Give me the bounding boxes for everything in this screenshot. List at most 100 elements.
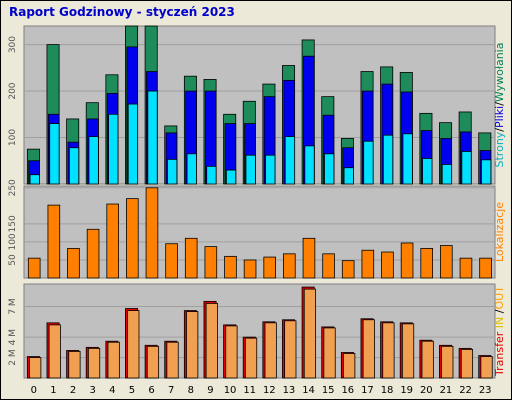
chart-panel: 2 M 4 M 7 M Transfer IN /OUT	[8, 283, 506, 379]
x-tick-label: 22	[459, 385, 472, 396]
x-tick-label: 13	[283, 385, 296, 396]
bar-out	[205, 303, 218, 379]
bar-strony	[343, 167, 354, 185]
y-tick-label: 100	[8, 233, 18, 250]
bar-out	[480, 356, 493, 379]
bar-strony	[441, 164, 453, 185]
bar-lokalizacje	[126, 198, 139, 279]
panel-legend-label: Lokalizacje	[493, 202, 506, 262]
bar-strony	[186, 153, 197, 185]
bar-out	[284, 320, 297, 379]
bar-out	[166, 341, 179, 379]
x-tick-label: 8	[188, 385, 194, 396]
x-tick-label: 20	[420, 385, 433, 396]
bar-out	[146, 345, 160, 379]
x-tick-label: 3	[90, 385, 96, 396]
bar-strony	[245, 154, 256, 185]
panel-legend-label: Strony/Pliki/Wywołania	[493, 43, 506, 168]
bar-out	[362, 319, 375, 379]
x-tick-label: 23	[479, 385, 492, 396]
bar-lokalizacje	[400, 242, 414, 279]
x-tick-label: 15	[322, 385, 335, 396]
bar-out	[421, 340, 434, 379]
y-tick-label: 50	[8, 254, 18, 266]
bar-lokalizacje	[145, 187, 159, 279]
bar-strony	[88, 136, 99, 185]
legend-label-part: Wywołania	[493, 43, 506, 103]
y-tick-label: 4 M	[8, 329, 18, 345]
bar-out	[264, 322, 277, 379]
bar-out	[343, 353, 356, 379]
bar-strony	[461, 151, 472, 185]
bar-out	[68, 351, 81, 379]
bar-out	[29, 357, 42, 379]
y-tick-label: 100	[8, 129, 18, 146]
x-tick-label: 6	[148, 385, 154, 396]
bar-out	[87, 347, 101, 379]
y-tick-label: 200	[8, 82, 18, 99]
bar-out	[127, 310, 140, 379]
bar-lokalizacje	[67, 248, 80, 279]
bar-strony	[324, 153, 335, 185]
y-tick-label: 7 M	[8, 298, 18, 314]
bar-lokalizacje	[27, 257, 41, 279]
bar-lokalizacje	[459, 257, 473, 279]
bar-lokalizacje	[322, 253, 335, 279]
bar-strony	[167, 158, 178, 185]
legend-label-part: Lokalizacje	[493, 202, 506, 262]
bar-lokalizacje	[302, 237, 316, 279]
bar-out	[107, 341, 120, 379]
legend-label-part: /	[493, 309, 506, 313]
bar-strony	[49, 123, 60, 185]
bar-lokalizacje	[184, 237, 198, 279]
panel-background	[23, 283, 496, 379]
bar-strony	[225, 169, 237, 185]
bar-lokalizacje	[440, 245, 453, 279]
bar-lokalizacje	[47, 204, 61, 279]
bar-strony	[127, 103, 139, 185]
bar-strony	[284, 136, 296, 185]
y-tick-label: 150	[8, 215, 18, 232]
bar-out	[186, 311, 199, 379]
bar-strony	[147, 90, 158, 185]
x-tick-label: 4	[109, 385, 115, 396]
x-tick-label: 18	[381, 385, 394, 396]
bar-lokalizacje	[204, 246, 218, 279]
bar-out	[225, 325, 238, 379]
x-tick-label: 12	[263, 385, 276, 396]
bar-strony	[304, 145, 315, 185]
bar-out	[48, 324, 61, 379]
bar-lokalizacje	[224, 255, 237, 279]
bar-out	[382, 322, 395, 379]
y-tick-label: 2 M	[8, 349, 18, 365]
bar-strony	[363, 140, 374, 185]
legend-label-part: IN	[493, 313, 506, 331]
legend-label-part: OUT	[493, 286, 506, 310]
legend-label-part: /	[493, 102, 506, 106]
bar-strony	[108, 113, 119, 185]
bar-out	[303, 288, 317, 379]
chart-panel: 100 200 300 Strony/Pliki/Wywołania	[8, 25, 506, 185]
bar-strony	[382, 134, 394, 185]
bar-strony	[265, 154, 276, 185]
panel-background	[23, 25, 496, 185]
x-tick-label: 7	[168, 385, 174, 396]
bar-strony	[422, 158, 433, 185]
chart-title: Raport Godzinowy - styczeń 2023	[9, 5, 235, 19]
y-tick-label: 300	[8, 36, 18, 53]
bar-lokalizacje	[361, 249, 375, 279]
bar-lokalizacje	[420, 248, 434, 279]
y-tick-label: 250	[8, 179, 18, 196]
x-tick-label: 0	[31, 385, 37, 396]
x-tick-label: 19	[400, 385, 413, 396]
x-tick-label: 14	[302, 385, 315, 396]
bar-lokalizacje	[283, 253, 296, 279]
legend-label-part: Pliki	[493, 106, 506, 128]
x-tick-label: 17	[361, 385, 374, 396]
bar-out	[244, 337, 258, 379]
bar-lokalizacje	[86, 228, 100, 279]
x-tick-label: 16	[341, 385, 354, 396]
bar-lokalizacje	[106, 203, 119, 279]
